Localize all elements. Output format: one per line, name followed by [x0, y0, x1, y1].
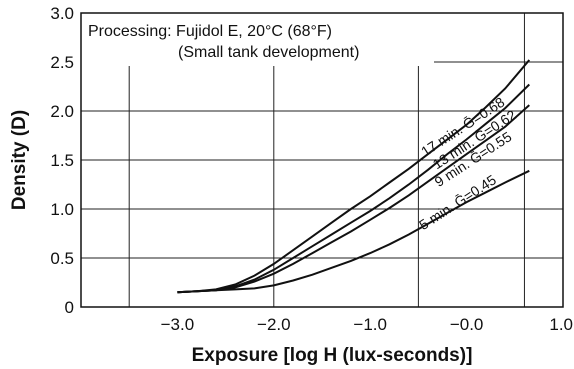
y-tick-label: 2.5	[50, 53, 74, 72]
y-tick-label: 3.0	[50, 4, 74, 23]
y-axis-title: Density (D)	[9, 110, 30, 210]
y-tick-label: 2.0	[50, 102, 74, 121]
y-tick-label: 1.0	[50, 200, 74, 219]
series-line	[177, 59, 531, 294]
annotation-line-2: (Small tank development)	[178, 44, 359, 61]
y-tick-label: 0	[65, 298, 74, 317]
annotation-box	[81, 13, 434, 66]
x-axis-title: Exposure [log H (lux-seconds)]	[192, 345, 473, 366]
x-tick-label: −0.0	[450, 315, 484, 334]
axis-ticks: 0 0.5 1.0 1.5 2.0 2.5 3.0 −3.0 −2.0 −1.0 −0.0 1.0	[50, 4, 573, 334]
x-tick-label: −1.0	[353, 315, 387, 334]
series-line	[177, 169, 530, 294]
y-tick-label: 0.5	[50, 249, 74, 268]
series-line	[177, 104, 530, 294]
x-tick-label: −3.0	[161, 315, 195, 334]
x-tick-label: 1.0	[549, 315, 573, 334]
series-curves	[177, 59, 531, 294]
plot-frame	[80, 12, 564, 308]
annotation-line-1: Processing: Fujidol E, 20°C (68°F)	[88, 23, 332, 40]
y-tick-label: 1.5	[50, 151, 74, 170]
x-tick-label: −2.0	[257, 315, 291, 334]
